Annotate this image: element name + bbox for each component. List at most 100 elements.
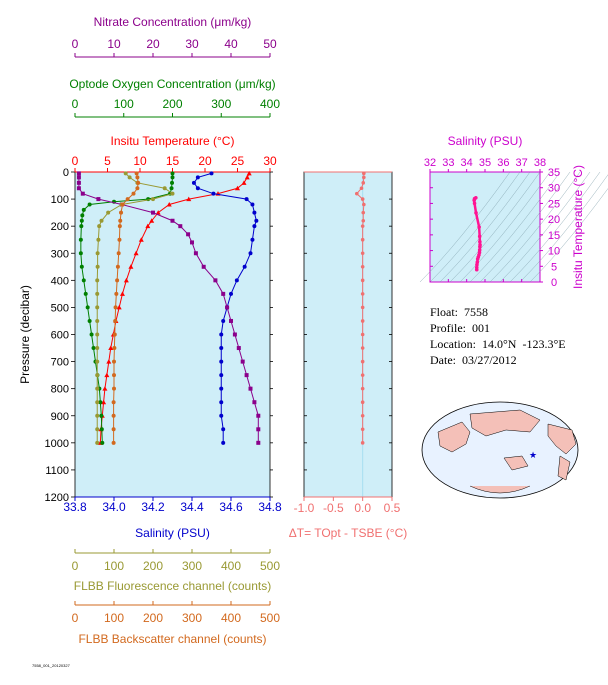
backscatter-axis-label: FLBB Backscatter channel (counts) — [78, 632, 266, 646]
nitrate-point-19 — [236, 346, 241, 351]
nitrate-point-18 — [232, 332, 237, 337]
nitrate-point-11 — [190, 240, 194, 245]
map-land-americas — [547, 423, 577, 455]
ts-ytick-label-6: 30 — [548, 183, 560, 195]
salinity-point-22 — [219, 400, 224, 405]
salinity-axis-label: Salinity (PSU) — [135, 526, 210, 540]
oxygen-point-7 — [87, 202, 92, 207]
dt-xtick-label-3: 0.5 — [384, 501, 401, 515]
temperature-tick-label-0: 0 — [72, 154, 79, 168]
fluorescence-point-22 — [95, 400, 100, 405]
oxygen-axis-label: Optode Oxygen Concentration (μm/kg) — [69, 77, 275, 91]
fluorescence-point-12 — [95, 264, 100, 269]
dt-point-20 — [360, 373, 365, 377]
ts-xtick-label-5: 37 — [516, 157, 528, 169]
fluorescence-point-9 — [97, 224, 102, 229]
map-land-africa — [437, 421, 471, 453]
nitrate-tick-label-4: 40 — [224, 37, 238, 51]
backscatter-point-12 — [115, 264, 120, 269]
backscatter-tick-label-3: 300 — [182, 611, 202, 625]
oxygen-point-18 — [87, 318, 92, 323]
fluorescence-point-7 — [106, 210, 111, 215]
pressure-tick-label-1100: 1100 — [45, 465, 69, 477]
temperature-tick-label-4: 20 — [198, 154, 212, 168]
ts-density-contour-10 — [519, 174, 608, 283]
nitrate-tick-label-0: 0 — [72, 37, 79, 51]
nitrate-tick-label-1: 10 — [107, 37, 121, 51]
oxygen-point-10 — [79, 218, 84, 223]
backscatter-point-20 — [112, 373, 116, 378]
salinity-point-4 — [211, 191, 216, 196]
temperature-point-8 — [149, 218, 155, 223]
dt-point-7 — [361, 210, 366, 215]
ts-xtick-label-1: 33 — [442, 157, 454, 169]
ts-xaxis-label: Salinity (PSU) — [448, 134, 523, 148]
temperature-point-6 — [166, 202, 172, 207]
salinity-point-7 — [252, 210, 257, 215]
fluorescence-point-23 — [95, 413, 100, 418]
info-float: Float: 7558 — [430, 305, 489, 319]
dt-point-17 — [360, 332, 365, 337]
ts-point-14 — [474, 211, 478, 215]
salinity-point-5 — [244, 197, 249, 202]
oxygen-tick-label-3: 300 — [211, 97, 231, 111]
oxygen-point-9 — [80, 213, 85, 218]
float-location-marker: ★ — [529, 450, 537, 460]
ts-density-contour-3 — [449, 171, 541, 283]
ts-density-contour-0 — [419, 171, 511, 283]
backscatter-point-4 — [131, 191, 136, 196]
oxygen-point-8 — [81, 207, 86, 212]
backscatter-point-13 — [115, 278, 120, 283]
dt-point-9 — [360, 224, 365, 228]
salinity-point-19 — [219, 359, 224, 364]
salinity-point-18 — [219, 346, 224, 351]
salinity-profile-line — [193, 172, 257, 443]
backscatter-point-16 — [113, 318, 118, 323]
temperature-point-18 — [108, 345, 114, 351]
ts-density-contour-1 — [429, 171, 521, 283]
fluorescence-point-17 — [95, 332, 100, 337]
salinity-point-0 — [209, 171, 214, 176]
ts-point-1 — [474, 265, 479, 270]
temperature-tick-label-2: 10 — [133, 154, 147, 168]
delta-t-panel: -1.0 -0.5 0.0 0.5 ΔT= TOpt - TSBE (°C) — [289, 171, 407, 540]
fluorescence-profile-line — [96, 173, 174, 443]
pressure-tick-label-600: 600 — [51, 330, 69, 342]
dt-point-21 — [360, 386, 365, 391]
salinity-point-13 — [234, 278, 239, 283]
oxygen-point-12 — [78, 237, 83, 242]
nitrate-point-0 — [76, 171, 81, 176]
fluorescence-point-18 — [95, 346, 100, 351]
temperature-tick-label-1: 5 — [104, 154, 111, 168]
ts-point-11 — [478, 239, 482, 244]
nitrate-point-4 — [80, 191, 85, 196]
oxygen-point-17 — [85, 305, 90, 310]
dt-point-12 — [360, 264, 365, 269]
world-map-inset: ★ — [421, 401, 579, 499]
temperature-point-9 — [145, 223, 151, 229]
fluorescence-point-4 — [170, 191, 175, 196]
temperature-point-7 — [155, 210, 161, 215]
salinity-point-12 — [242, 264, 247, 269]
ts-point-15 — [472, 201, 477, 206]
nitrate-point-15 — [221, 291, 226, 296]
nitrate-point-22 — [248, 386, 253, 391]
temperature-tick-label-6: 30 — [263, 154, 277, 168]
fluorescence-tick-label-2: 200 — [143, 559, 163, 573]
temperature-tick-label-5: 25 — [231, 154, 245, 168]
ts-xtick-label-2: 34 — [461, 157, 473, 169]
dt-point-6 — [362, 202, 366, 207]
ts-panel-bg — [429, 171, 541, 283]
oxygen-point-2 — [170, 180, 175, 185]
dt-point-4 — [355, 191, 359, 196]
ts-point-3 — [475, 260, 480, 265]
dt-point-19 — [360, 359, 365, 364]
info-date: Date: 03/27/2012 — [430, 353, 517, 367]
fluorescence-tick-label-5: 500 — [260, 559, 280, 573]
temperature-point-11 — [133, 250, 139, 256]
salinity-point-8 — [254, 218, 259, 223]
backscatter-point-24 — [111, 427, 116, 432]
ts-ytick-label-0: 0 — [551, 277, 557, 289]
salinity-point-10 — [250, 237, 255, 242]
